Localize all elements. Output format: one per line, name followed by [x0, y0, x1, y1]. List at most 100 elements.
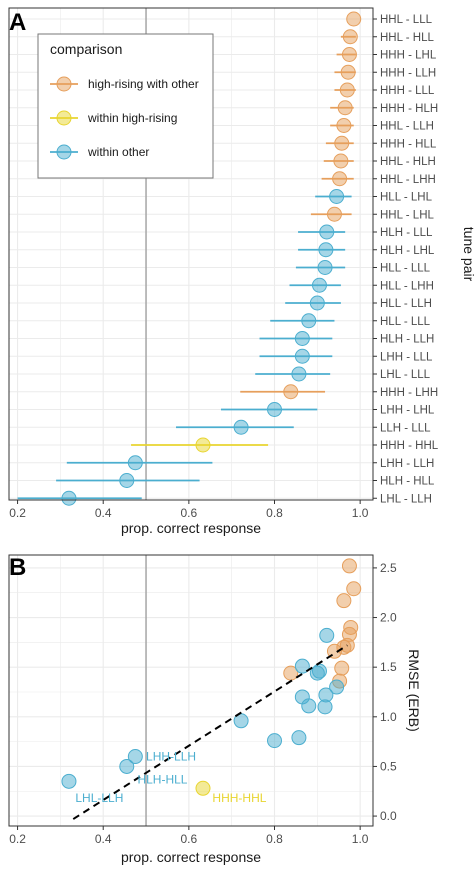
data-point — [341, 47, 357, 62]
legend-key-dot — [56, 144, 72, 160]
legend-key-dot — [56, 110, 72, 126]
y-tick-label: HLL - LLL — [380, 316, 431, 328]
data-point — [342, 29, 358, 45]
y-tick-label: HLL - LHL — [380, 192, 433, 204]
data-point — [119, 758, 135, 774]
x-tick-label: 0.6 — [181, 832, 198, 846]
y-tick-label: HHH - LLL — [380, 85, 435, 97]
x-axis-title: prop. correct response — [121, 520, 261, 536]
data-point — [309, 295, 325, 311]
y-tick-label: HHL - HLL — [380, 32, 434, 44]
panel-a: 0.2 0.4 0.6 0.8 1.0 HHL - LLL HHL - HLL HHH - L… — [8, 7, 474, 536]
data-point — [61, 773, 77, 789]
y-tick-label: LHH - LLL — [380, 351, 433, 363]
data-point — [340, 64, 356, 80]
data-point — [294, 348, 310, 364]
y-tick-label: 1.5 — [380, 660, 397, 674]
x-tick-label: 1.0 — [352, 832, 369, 846]
data-point — [319, 627, 335, 643]
y-tick-label: LHL - LLH — [380, 493, 432, 505]
data-point — [283, 384, 299, 400]
y-tick-label: HLH - HLL — [380, 476, 435, 488]
y-tick-label: HHH - LLH — [380, 67, 436, 79]
legend-key-dot — [56, 76, 72, 92]
y-tick-label: HLH - LLH — [380, 334, 434, 346]
y-tick-label: HHL - LHL — [380, 209, 434, 221]
y-tick-label: HHL - LHH — [380, 174, 436, 186]
y-tick-label: HHH - HLL — [380, 138, 437, 150]
point-annotation: HLH-HLL — [137, 772, 187, 786]
y-tick-label: HHL - LLL — [380, 14, 433, 26]
panel-b: LHH-LLH HLH-HLL LHL-LLH HHH-HHL 0.2 0.4 0.6 0.8… — [8, 554, 422, 865]
y-tick-label: HHL - HLH — [380, 156, 436, 168]
x-tick-label: 0.6 — [181, 506, 198, 520]
y-tick-label: 0.0 — [380, 809, 397, 823]
y-axis-title: RMSE (ERB) — [406, 649, 422, 731]
y-axis-title: tune pair — [461, 227, 474, 282]
data-point — [319, 224, 335, 240]
panel-tag-a: A — [9, 9, 26, 36]
data-point — [326, 206, 342, 222]
x-tick-label: 0.2 — [9, 832, 26, 846]
y-tick-label: HHH - HHL — [380, 440, 439, 452]
panel-tag-b: B — [9, 554, 26, 581]
data-point — [61, 490, 77, 506]
data-point — [311, 277, 327, 293]
trend-line — [72, 644, 348, 820]
y-tick-label: HHH - LHH — [380, 387, 438, 399]
y-tick-label: LHH - LLH — [380, 458, 434, 470]
y-tick-label: HLL - LLL — [380, 263, 431, 275]
data-point — [346, 581, 362, 597]
data-point — [318, 242, 334, 258]
data-point — [329, 189, 345, 204]
y-tick-label: 2.0 — [380, 611, 397, 625]
legend-label: within other — [87, 145, 149, 159]
data-point — [341, 558, 357, 574]
y-tick-label: HLH - LLL — [380, 227, 433, 239]
point-annotation: HHH-HHL — [212, 791, 266, 805]
data-point — [291, 730, 307, 746]
y-tick-label: 0.5 — [380, 759, 397, 773]
data-point — [195, 437, 211, 453]
data-point — [294, 658, 310, 674]
point-annotation: LHH-LLH — [146, 750, 196, 764]
data-point — [291, 366, 307, 382]
data-point — [267, 733, 283, 749]
data-point — [317, 699, 333, 715]
x-axis-title: prop. correct response — [121, 849, 261, 865]
data-point — [127, 455, 143, 471]
y-tick-label: HHH - HLH — [380, 103, 438, 115]
y-tick-label: HHL - LLH — [380, 121, 434, 133]
data-point — [309, 665, 325, 681]
x-tick-label: 0.4 — [95, 506, 112, 520]
panel-a-border — [8, 7, 374, 501]
y-tick-label: LHL - LLL — [380, 369, 431, 381]
data-point — [127, 749, 143, 765]
point-annotation: LHL-LLH — [75, 791, 123, 805]
data-point — [301, 313, 317, 329]
data-point — [301, 698, 317, 714]
x-tick-label: 0.4 — [95, 832, 112, 846]
x-tick-label: 1.0 — [352, 506, 369, 520]
y-tick-label: LHH - LHL — [380, 405, 435, 417]
data-point — [294, 331, 310, 346]
data-point — [332, 171, 348, 187]
data-point — [233, 419, 249, 435]
x-tick-label: 0.8 — [266, 832, 283, 846]
legend-label: within high-rising — [87, 111, 177, 125]
y-tick-label: HLL - LLH — [380, 298, 432, 310]
data-point — [339, 82, 355, 98]
data-point — [334, 135, 350, 151]
data-point — [334, 660, 350, 676]
data-point — [346, 11, 362, 27]
y-tick-label: HHH - LHL — [380, 50, 437, 62]
data-point — [337, 100, 353, 116]
x-tick-label: 0.2 — [9, 506, 26, 520]
y-tick-label: 2.5 — [380, 561, 397, 575]
data-point — [317, 260, 333, 275]
data-point — [195, 780, 211, 796]
data-point — [333, 153, 349, 169]
y-tick-label: HLL - LHH — [380, 280, 434, 292]
y-tick-label: HLH - LHL — [380, 245, 435, 257]
